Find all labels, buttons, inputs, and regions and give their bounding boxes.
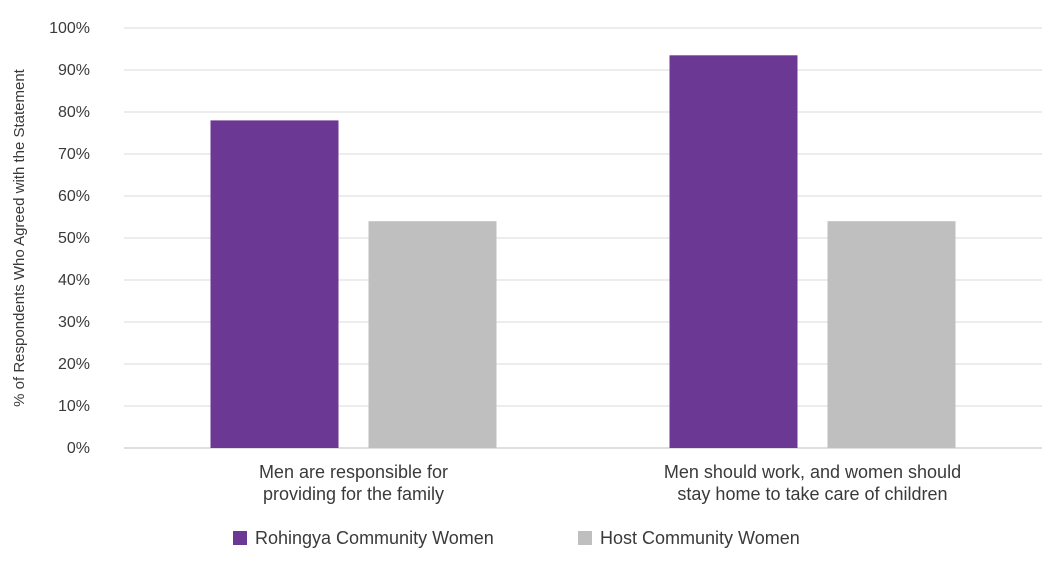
y-tick-label: 100% [49,20,90,37]
y-tick-label: 30% [58,314,90,331]
x-category-label: Men are responsible for providing for the… [259,462,448,504]
bar-host-community-women-1 [368,221,497,448]
y-tick-label: 10% [58,398,90,415]
y-tick-label: 50% [58,230,90,247]
y-axis-ticks: 0% 10% 20% 30% 40% 50% 60% 70% 80% 90% 100% [49,20,90,457]
y-tick-label: 90% [58,62,90,79]
bars [210,55,956,449]
bar-rohingya-community-women-1 [210,120,339,449]
y-tick-label: 80% [58,104,90,121]
y-axis-title: % of Respondents Who Agreed with the Sta… [11,68,28,407]
legend-swatch [233,531,247,545]
y-tick-label: 60% [58,188,90,205]
bar-host-community-women-2 [827,221,956,448]
x-category-label: Men should work, and women should stay ho… [664,462,961,504]
y-tick-label: 0% [67,440,90,457]
y-tick-label: 40% [58,272,90,289]
legend: Rohingya Community Women Host Community W… [233,528,800,548]
bar-rohingya-community-women-2 [669,55,798,449]
y-tick-label: 20% [58,356,90,373]
legend-label: Rohingya Community Women [255,528,494,548]
y-tick-label: 70% [58,146,90,163]
legend-label: Host Community Women [600,528,800,548]
legend-swatch [578,531,592,545]
x-axis-labels: Men are responsible for providing for the… [259,462,961,504]
